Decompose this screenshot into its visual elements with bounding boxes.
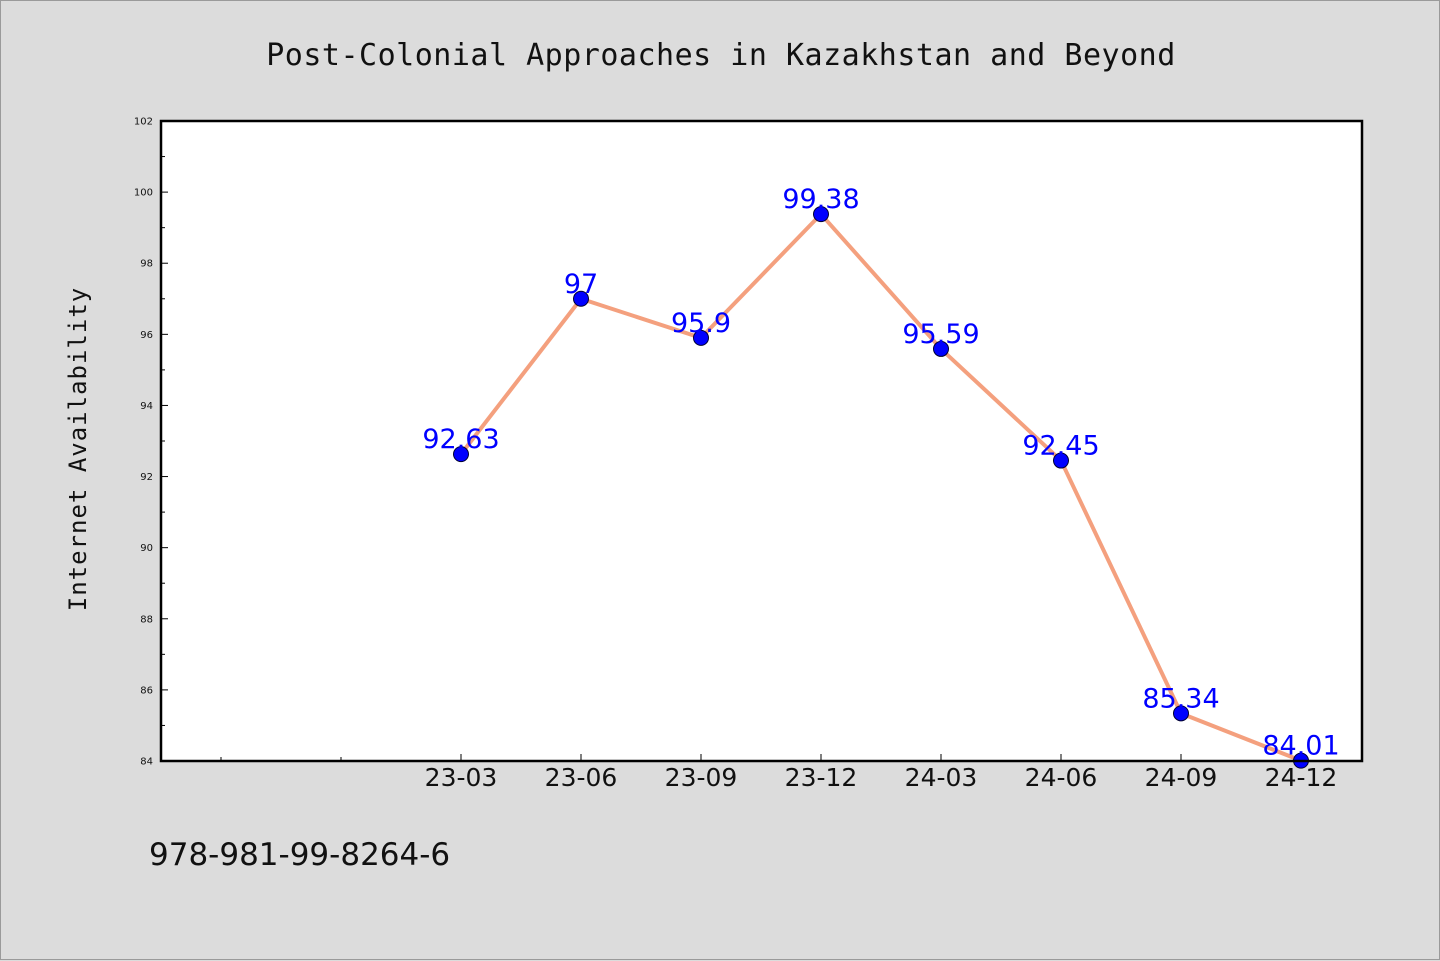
data-point xyxy=(813,206,829,223)
series-polyline xyxy=(459,212,1302,763)
data-point xyxy=(1173,705,1189,722)
data-point xyxy=(933,340,949,357)
data-point xyxy=(693,329,709,346)
data-labels: 92.63 97 95.9 99.38 95.59 92.45 85.34 84.01 xyxy=(422,184,1339,761)
series-line xyxy=(459,212,1302,763)
series-markers xyxy=(453,206,1309,769)
y-tick-label: 84 xyxy=(140,757,153,768)
chart-title: Post-Colonial Approaches in Kazakhstan a… xyxy=(266,38,1176,73)
footer-isbn: 978-981-99-8264-6 xyxy=(149,837,450,873)
y-tick-label: 90 xyxy=(140,543,153,554)
axis-ticks: 84 86 88 90 92 94 96 98 100 102 23-03 23-06 23-09 23-… xyxy=(134,117,1337,793)
data-point xyxy=(453,446,469,463)
x-tick-label: 24-06 xyxy=(1025,763,1098,792)
y-tick-label: 100 xyxy=(134,188,153,199)
x-tick-label: 23-12 xyxy=(785,763,858,792)
y-tick-label: 88 xyxy=(140,614,153,625)
data-label: 84.01 xyxy=(1262,731,1339,762)
y-axis-label: Internet Availability xyxy=(64,287,92,611)
y-tick-label: 94 xyxy=(140,401,153,412)
y-tick-label: 98 xyxy=(140,259,153,270)
data-point xyxy=(573,290,589,307)
data-label: 97 xyxy=(564,269,598,300)
data-label: 85.34 xyxy=(1142,683,1219,714)
x-tick-label: 23-06 xyxy=(545,763,618,792)
plot-frame xyxy=(159,119,1364,763)
y-tick-label: 92 xyxy=(140,472,153,483)
x-tick-label: 24-09 xyxy=(1145,763,1218,792)
data-label: 95.9 xyxy=(671,308,731,339)
y-tick-label: 102 xyxy=(134,117,153,128)
data-point xyxy=(1053,452,1069,469)
y-tick-label: 96 xyxy=(140,330,153,341)
data-label: 95.59 xyxy=(902,319,979,350)
data-label: 92.45 xyxy=(1022,431,1099,462)
y-tick-label: 86 xyxy=(140,685,153,696)
x-tick-label: 23-09 xyxy=(665,763,738,792)
x-tick-label: 23-03 xyxy=(425,763,498,792)
x-tick-label: 24-03 xyxy=(905,763,978,792)
data-label: 92.63 xyxy=(422,424,499,455)
plot-area xyxy=(161,121,1362,761)
data-label: 99.38 xyxy=(782,184,859,215)
